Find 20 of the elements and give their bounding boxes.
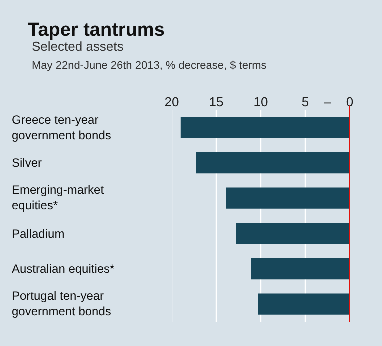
- x-tick-label: –: [324, 94, 332, 110]
- bar: [251, 258, 350, 280]
- chart-subtitle: Selected assets May 22nd-June 26th 2013, % decrease, $ terms: [32, 39, 268, 72]
- y-tick-label: Portugal ten-year government bonds: [12, 289, 112, 319]
- x-tick-label: 20: [164, 94, 180, 110]
- y-tick-label: Silver: [12, 156, 42, 170]
- bar: [226, 188, 350, 209]
- x-tick-label: 0: [346, 94, 354, 110]
- x-tick-label: 10: [254, 94, 268, 110]
- x-tick-label: 5: [302, 94, 310, 110]
- bar: [180, 117, 350, 138]
- y-tick-label: Greece ten-year government bonds: [12, 113, 112, 143]
- y-tick-label: Emerging-market equities*: [12, 183, 105, 213]
- bar: [258, 294, 350, 315]
- chart-title: Taper tantrums: [28, 20, 165, 42]
- y-tick-label: Australian equities*: [12, 262, 116, 276]
- x-tick-label: 15: [209, 94, 224, 110]
- y-tick-label: Palladium: [12, 227, 65, 241]
- bar: [196, 152, 350, 174]
- bar: [236, 223, 350, 244]
